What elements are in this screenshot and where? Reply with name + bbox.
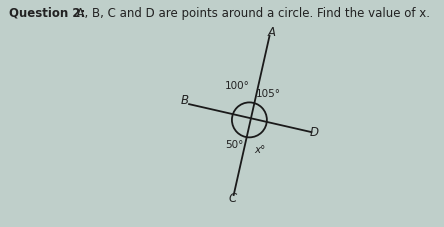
- Text: D: D: [309, 126, 319, 139]
- Text: B: B: [181, 94, 189, 107]
- Text: C: C: [228, 192, 237, 205]
- Text: 105°: 105°: [256, 89, 281, 99]
- Text: x°: x°: [254, 146, 266, 155]
- Text: 100°: 100°: [225, 81, 250, 91]
- Text: A: A: [268, 26, 276, 39]
- Text: Question 2:: Question 2:: [9, 7, 85, 20]
- Text: A, B, C and D are points around a circle. Find the value of x.: A, B, C and D are points around a circle…: [69, 7, 430, 20]
- Text: 50°: 50°: [226, 140, 244, 150]
